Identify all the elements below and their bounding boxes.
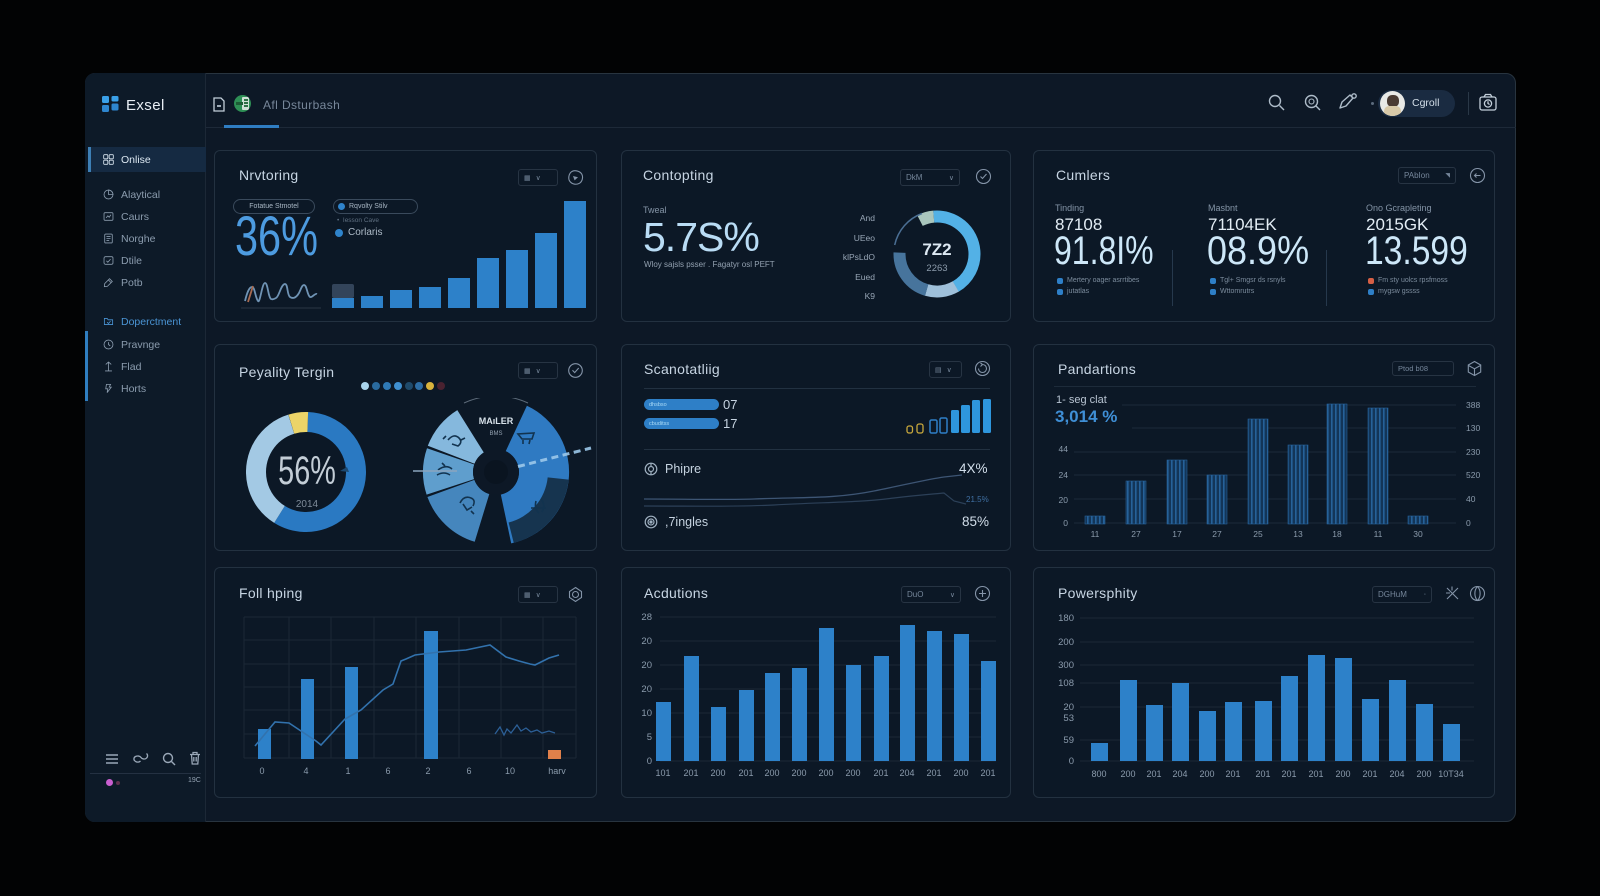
svg-text:200: 200 xyxy=(710,768,725,778)
svg-text:10: 10 xyxy=(641,708,652,719)
svg-text:201: 201 xyxy=(683,768,698,778)
svg-text:17: 17 xyxy=(1172,529,1182,539)
svg-text:BMS: BMS xyxy=(489,431,502,437)
svg-text:200: 200 xyxy=(791,768,806,778)
svg-text:53: 53 xyxy=(1063,713,1074,724)
svg-text:201: 201 xyxy=(1146,769,1161,779)
svg-text:201: 201 xyxy=(1225,769,1240,779)
svg-text:2263: 2263 xyxy=(926,263,947,274)
svg-text:10T34: 10T34 xyxy=(1438,769,1464,779)
svg-text:2014: 2014 xyxy=(296,499,319,510)
svg-text:201: 201 xyxy=(1362,769,1377,779)
svg-text:200: 200 xyxy=(818,768,833,778)
svg-text:200: 200 xyxy=(1058,637,1074,648)
svg-text:200: 200 xyxy=(845,768,860,778)
svg-text:201: 201 xyxy=(738,768,753,778)
svg-text:13: 13 xyxy=(1293,529,1303,539)
svg-text:0: 0 xyxy=(1063,518,1068,528)
svg-text:10: 10 xyxy=(505,766,515,776)
svg-text:200: 200 xyxy=(764,768,779,778)
svg-text:25: 25 xyxy=(1253,529,1263,539)
svg-text:388: 388 xyxy=(1466,400,1480,410)
svg-text:11: 11 xyxy=(1374,529,1383,539)
svg-text:5: 5 xyxy=(647,732,652,743)
svg-text:204: 204 xyxy=(1172,769,1187,779)
svg-text:204: 204 xyxy=(1389,769,1404,779)
svg-text:300: 300 xyxy=(1058,660,1074,671)
svg-text:27: 27 xyxy=(1212,529,1222,539)
svg-text:0: 0 xyxy=(647,756,652,767)
svg-text:harv: harv xyxy=(548,766,566,776)
svg-text:108: 108 xyxy=(1058,678,1074,689)
svg-text:180: 180 xyxy=(1058,613,1074,624)
svg-text:201: 201 xyxy=(873,768,888,778)
svg-text:20: 20 xyxy=(1059,495,1069,505)
svg-text:1: 1 xyxy=(345,766,350,776)
svg-text:800: 800 xyxy=(1091,769,1106,779)
svg-text:0: 0 xyxy=(259,766,264,776)
svg-text:200: 200 xyxy=(1335,769,1350,779)
svg-text:201: 201 xyxy=(926,768,941,778)
svg-text:0: 0 xyxy=(1069,756,1074,767)
svg-text:101: 101 xyxy=(655,768,670,778)
svg-text:28: 28 xyxy=(641,612,652,623)
svg-text:11: 11 xyxy=(1091,529,1100,539)
svg-text:6: 6 xyxy=(466,766,471,776)
svg-text:MAıLER: MAıLER xyxy=(479,416,514,426)
svg-text:200: 200 xyxy=(953,768,968,778)
svg-text:27: 27 xyxy=(1131,529,1141,539)
svg-text:30: 30 xyxy=(1413,529,1423,539)
svg-text:0: 0 xyxy=(1466,518,1471,528)
svg-text:201: 201 xyxy=(1308,769,1323,779)
svg-text:20: 20 xyxy=(1063,702,1074,713)
svg-text:201: 201 xyxy=(980,768,995,778)
svg-text:20: 20 xyxy=(641,684,652,695)
svg-text:20: 20 xyxy=(641,636,652,647)
svg-text:201: 201 xyxy=(1255,769,1270,779)
svg-text:7Z2: 7Z2 xyxy=(922,240,951,259)
svg-text:2: 2 xyxy=(425,766,430,776)
svg-text:18: 18 xyxy=(1332,529,1342,539)
svg-text:130: 130 xyxy=(1466,423,1480,433)
svg-text:230: 230 xyxy=(1466,447,1480,457)
svg-text:24: 24 xyxy=(1059,470,1069,480)
svg-text:56%: 56% xyxy=(278,448,336,493)
svg-text:201: 201 xyxy=(1281,769,1296,779)
svg-text:204: 204 xyxy=(899,768,914,778)
svg-text:6: 6 xyxy=(385,766,390,776)
svg-text:200: 200 xyxy=(1199,769,1214,779)
svg-text:4: 4 xyxy=(303,766,308,776)
svg-text:520: 520 xyxy=(1466,470,1480,480)
svg-text:40: 40 xyxy=(1466,494,1476,504)
svg-text:200: 200 xyxy=(1120,769,1135,779)
svg-text:59: 59 xyxy=(1063,735,1074,746)
svg-text:200: 200 xyxy=(1416,769,1431,779)
svg-text:20: 20 xyxy=(641,660,652,671)
svg-text:44: 44 xyxy=(1059,444,1069,454)
